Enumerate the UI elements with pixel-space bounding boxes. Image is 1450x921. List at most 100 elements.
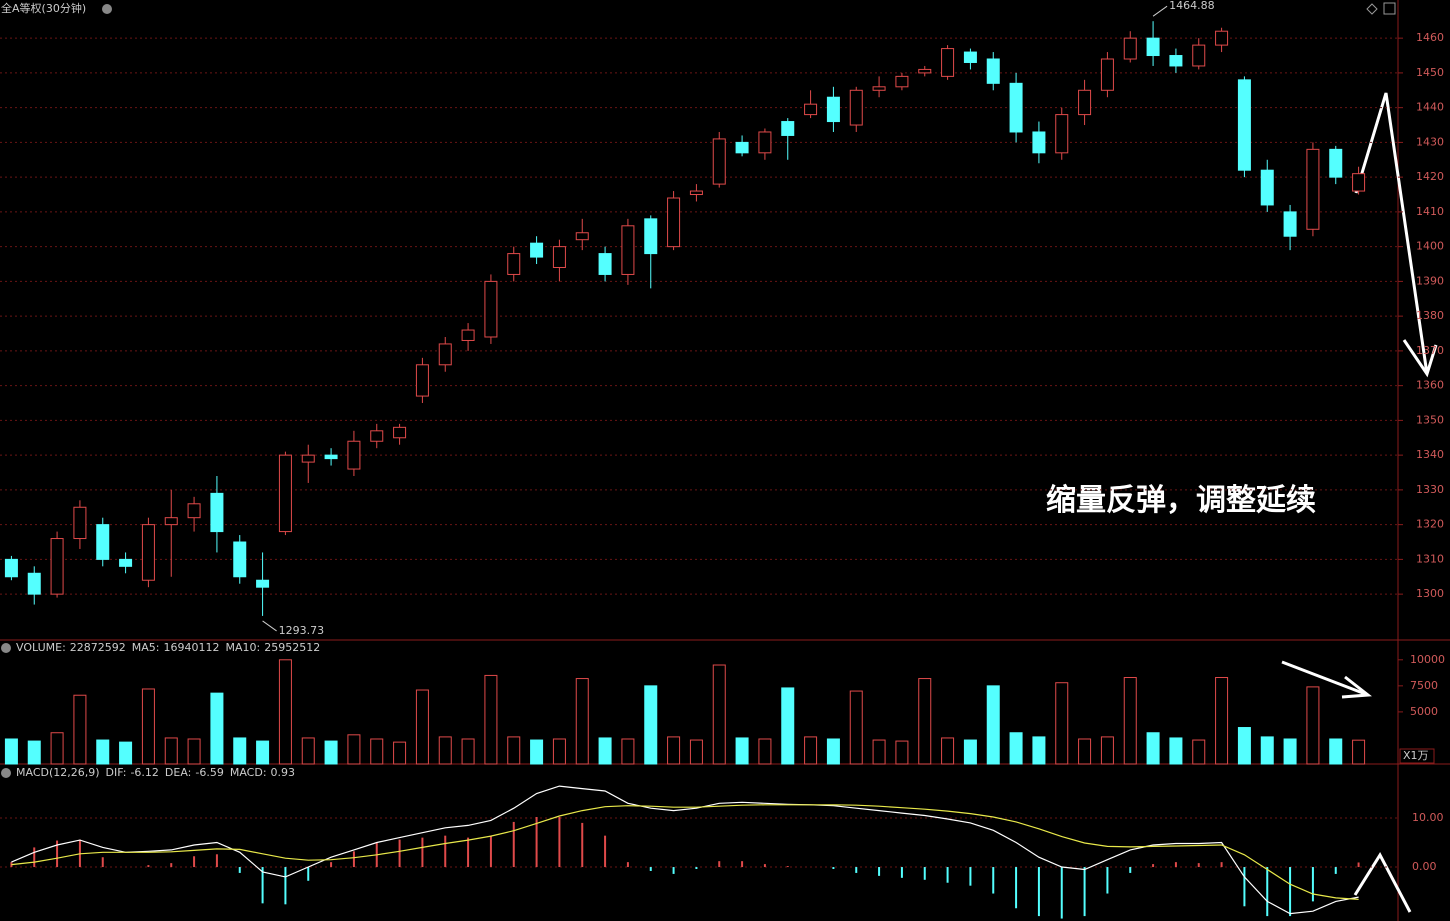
volume-bar xyxy=(27,740,41,765)
candle-body xyxy=(918,68,932,74)
volume-bar xyxy=(1055,682,1069,765)
volume-bar xyxy=(1100,736,1114,765)
volume-bar xyxy=(438,736,452,765)
volume-bar xyxy=(963,739,977,765)
dif-line xyxy=(11,785,1359,915)
candle-body xyxy=(1260,169,1274,206)
legend-value: 16940112 xyxy=(164,641,220,654)
legend-value: 25952512 xyxy=(264,641,320,654)
y-tick-label: 1390 xyxy=(1416,274,1444,287)
menu-icon[interactable] xyxy=(1,768,11,778)
candle-body xyxy=(278,454,292,533)
unit-box xyxy=(1399,748,1435,764)
candle-body xyxy=(1032,131,1046,154)
volume-bar xyxy=(484,674,498,765)
candle-body xyxy=(4,558,18,578)
y-tick-label: 5000 xyxy=(1410,705,1438,718)
candle-body xyxy=(301,454,315,463)
volume-bar xyxy=(1146,732,1160,765)
label-pointer xyxy=(1152,5,1168,17)
candle-body xyxy=(393,426,407,439)
candle-body xyxy=(438,343,452,366)
candle-body xyxy=(507,253,521,275)
volume-bar xyxy=(233,737,247,765)
volume-bar xyxy=(1352,739,1366,765)
y-tick-label: 1440 xyxy=(1416,101,1444,114)
candle-body xyxy=(187,503,201,519)
annotation: 缩量反弹，调整延续 xyxy=(1046,483,1316,518)
volume-bar xyxy=(735,737,749,765)
volume-bar xyxy=(1215,677,1229,765)
trend-arrows xyxy=(1281,92,1438,913)
candle-body xyxy=(119,558,133,567)
extreme-label: 1293.73 xyxy=(279,624,325,637)
window-icon[interactable] xyxy=(1383,2,1396,15)
candle-body xyxy=(1055,114,1069,154)
candle-body xyxy=(644,218,658,255)
diamond-icon[interactable] xyxy=(1366,3,1378,15)
candle-body xyxy=(1329,148,1343,178)
volume-bar xyxy=(187,738,201,765)
candle-body xyxy=(233,541,247,578)
y-tick-label: 1340 xyxy=(1416,448,1444,461)
volume-bar xyxy=(119,741,133,765)
candle-body xyxy=(1078,89,1092,116)
volume-bar xyxy=(1329,738,1343,765)
volume-bar xyxy=(644,685,658,765)
candle-body xyxy=(621,225,635,275)
candle-body xyxy=(256,579,270,588)
volume-bar xyxy=(712,664,726,765)
y-tick-label: 1330 xyxy=(1416,483,1444,496)
volume-bar xyxy=(575,678,589,765)
volume-bar xyxy=(96,739,110,765)
legend-name: VOLUME: xyxy=(16,641,66,654)
volume-bar xyxy=(164,737,178,765)
y-tick-label: 1430 xyxy=(1416,135,1444,148)
y-tick-label: 1450 xyxy=(1416,66,1444,79)
candle-body xyxy=(689,190,703,196)
dea-line xyxy=(11,804,1359,900)
y-tick-label: 1370 xyxy=(1416,344,1444,357)
candle-body xyxy=(461,329,475,341)
volume-bar xyxy=(415,689,429,765)
legend-value: -6.12 xyxy=(130,766,158,779)
candle-body xyxy=(484,280,498,338)
volume-bar xyxy=(507,736,521,765)
candle-body xyxy=(598,253,612,275)
menu-icon[interactable] xyxy=(1,643,11,653)
candle-body xyxy=(941,48,955,77)
volume-bar xyxy=(1192,739,1206,765)
volume-bar xyxy=(301,737,315,765)
volume-bar xyxy=(1260,736,1274,765)
y-tick-label: 10000 xyxy=(1410,653,1445,666)
volume-bar xyxy=(347,734,361,765)
menu-icon[interactable] xyxy=(102,4,112,14)
candle-body xyxy=(1215,30,1229,46)
volume-bar xyxy=(324,740,338,765)
volume-bar xyxy=(758,738,772,765)
legend-name: MA5: xyxy=(132,641,160,654)
candle-body xyxy=(324,454,338,460)
candle-body xyxy=(210,492,224,533)
volume-bar xyxy=(1283,738,1297,765)
volume-bar xyxy=(689,739,703,765)
legend-name: DEA: xyxy=(165,766,191,779)
volume-bar xyxy=(1306,686,1320,765)
volume-bar xyxy=(598,737,612,765)
legend-name: DIF: xyxy=(106,766,127,779)
y-tick-label: 1410 xyxy=(1416,205,1444,218)
volume-bar xyxy=(461,738,475,765)
candle-body xyxy=(141,524,155,581)
y-tick-label: 1400 xyxy=(1416,240,1444,253)
chart-title: 全A等权(30分钟) xyxy=(1,1,86,15)
legend-name: MA10: xyxy=(226,641,261,654)
volume-bar xyxy=(918,678,932,765)
candle-body xyxy=(1306,148,1320,230)
volume-bar xyxy=(50,732,64,765)
candle-body xyxy=(50,538,64,595)
candle-body xyxy=(872,86,886,91)
candle-body xyxy=(1123,37,1137,60)
y-tick-label: 1380 xyxy=(1416,309,1444,322)
y-tick-label: 1460 xyxy=(1416,31,1444,44)
